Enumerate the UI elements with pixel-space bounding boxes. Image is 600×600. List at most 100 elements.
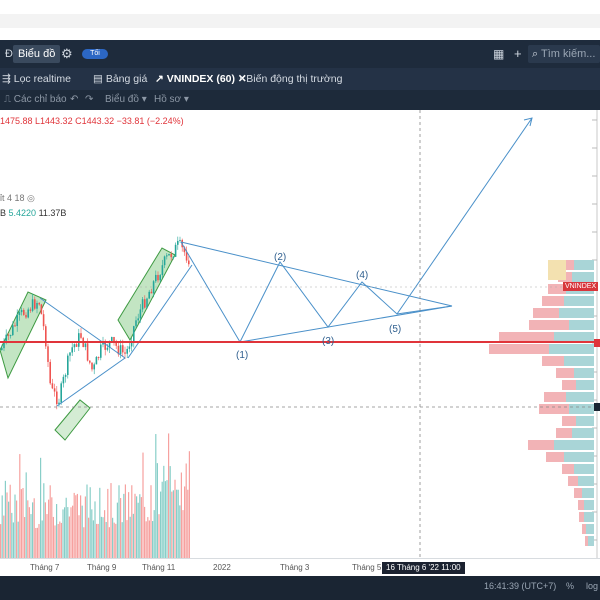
candle-body [9, 335, 12, 337]
volume-bar [121, 522, 123, 558]
volume-bar [11, 512, 13, 558]
volume-bar [72, 505, 74, 558]
add-icon[interactable]: + [514, 46, 522, 61]
candle-body [166, 255, 168, 257]
volume-bar [105, 521, 107, 558]
indicators-label: Các chỉ báo [13, 94, 67, 105]
candle-body [119, 345, 122, 355]
x-tick: Tháng 9 [87, 563, 117, 572]
close-icon[interactable]: ✕ [237, 73, 247, 85]
chevron-down-icon: ▾ [141, 94, 147, 105]
volume-profile-buy [584, 500, 594, 510]
indicators-button[interactable]: ⎍ Các chỉ báo [4, 90, 67, 110]
volume-profile-sell [585, 536, 588, 546]
redo-icon[interactable]: ↷ [85, 94, 94, 105]
wave-label-5: (5) [389, 324, 401, 335]
volume-bar [65, 497, 67, 558]
chart-canvas[interactable]: (1) (2) (3) (4) (5) [0, 110, 600, 576]
volume-bar [158, 514, 160, 558]
percent-toggle[interactable]: % [566, 581, 575, 591]
x-axis: Tháng 7 Tháng 9 Tháng 11 2022 Tháng 3 Th… [0, 558, 600, 577]
volume-profile-sell [539, 404, 569, 414]
volume-bar [40, 457, 42, 558]
volume-profile-sell [489, 344, 549, 354]
candle-body [177, 240, 179, 245]
candle-body [56, 391, 58, 405]
volume-bar [25, 472, 27, 558]
volume-value-2: 11.37B [38, 208, 67, 218]
log-toggle[interactable]: log [586, 581, 599, 591]
volume-profile-sell [542, 296, 564, 306]
volume-bar [96, 523, 98, 558]
tab-market-movement[interactable]: ◔ Biến động thị trường [237, 68, 343, 90]
candle-body [144, 299, 146, 308]
volume-profile-buy [582, 488, 594, 498]
volume-profile-buy [572, 428, 594, 438]
theme-toggle-label: Tối [82, 49, 108, 60]
volume-bar [9, 484, 11, 558]
volume-profile-sell [578, 500, 584, 510]
volume-profile-buy [574, 260, 594, 270]
pie-icon: ◔ [237, 73, 244, 85]
candle-body [117, 345, 120, 355]
volume-bar [177, 489, 179, 558]
tab-realtime-filter[interactable]: ⇶ Lọc realtime [2, 68, 71, 90]
volume-bar [41, 520, 43, 558]
volume-bar [1, 495, 3, 558]
candle-body [25, 314, 27, 318]
candle-body [104, 341, 106, 350]
wave-label-1: (1) [236, 350, 248, 361]
search-box[interactable]: ⌕ Tìm kiếm... [528, 45, 600, 63]
volume-bar [68, 516, 70, 558]
volume-bar [59, 521, 61, 558]
volume-bar [73, 492, 75, 558]
price-chart[interactable]: (1) (2) (3) (4) (5) 1475.88 L1443.32 C14… [0, 110, 600, 576]
undo-icon[interactable]: ↶ [70, 94, 79, 105]
tab-price-board[interactable]: ▤ Bảng giá [93, 68, 147, 90]
volume-profile-sell [564, 260, 574, 270]
volume-bar [102, 517, 104, 558]
theme-toggle[interactable]: Tối [82, 45, 108, 63]
candle-body [62, 376, 65, 384]
eye-icon[interactable]: ◎ [27, 193, 35, 203]
layout-grid-icon[interactable]: ▦ [493, 47, 505, 61]
volume-bar [124, 484, 126, 558]
candle-body [122, 345, 124, 353]
clock: 16:41:39 (UTC+7) [484, 581, 557, 591]
volume-profile-sell [542, 356, 564, 366]
volume-bar [168, 433, 170, 558]
candle-body [1, 348, 3, 350]
chart-menu-button[interactable]: Biểu đồ ▾ [105, 90, 147, 110]
profile-menu-button[interactable]: Hồ sơ ▾ [154, 90, 189, 110]
volume-profile-sell [574, 488, 582, 498]
candle-body [75, 344, 78, 347]
candle-body [31, 299, 34, 311]
chart-tab-button[interactable]: Biểu đồ [13, 45, 61, 63]
candle-body [170, 253, 172, 258]
volume-profile-buy [549, 344, 594, 354]
candle-body [91, 362, 93, 370]
volume-bar [185, 463, 187, 558]
volume-bar [99, 487, 101, 558]
tab-label: VNINDEX (60) [166, 73, 235, 85]
gear-icon[interactable]: ⚙ [61, 46, 73, 61]
volume-bar [129, 516, 131, 558]
volume-bar [91, 509, 93, 558]
volume-profile-buy [574, 368, 594, 378]
volume-bar [161, 481, 163, 558]
candle-body [16, 315, 18, 326]
candlesticks [1, 236, 190, 410]
volume-bar [126, 520, 128, 558]
volume-profile-buy [584, 512, 594, 522]
volume-bar [156, 463, 158, 558]
search-input[interactable]: Tìm kiếm... [541, 48, 596, 60]
tab-vnindex[interactable]: ↗ VNINDEX (60) ✕ [155, 68, 247, 90]
volume-bar [14, 494, 16, 558]
volume-bar [118, 485, 120, 558]
candle-body [161, 265, 164, 276]
volume-bar [163, 465, 165, 558]
volume-bar [20, 489, 22, 558]
volume-bar [172, 490, 174, 558]
volume-bar [84, 496, 86, 558]
volume-profile [489, 260, 594, 546]
